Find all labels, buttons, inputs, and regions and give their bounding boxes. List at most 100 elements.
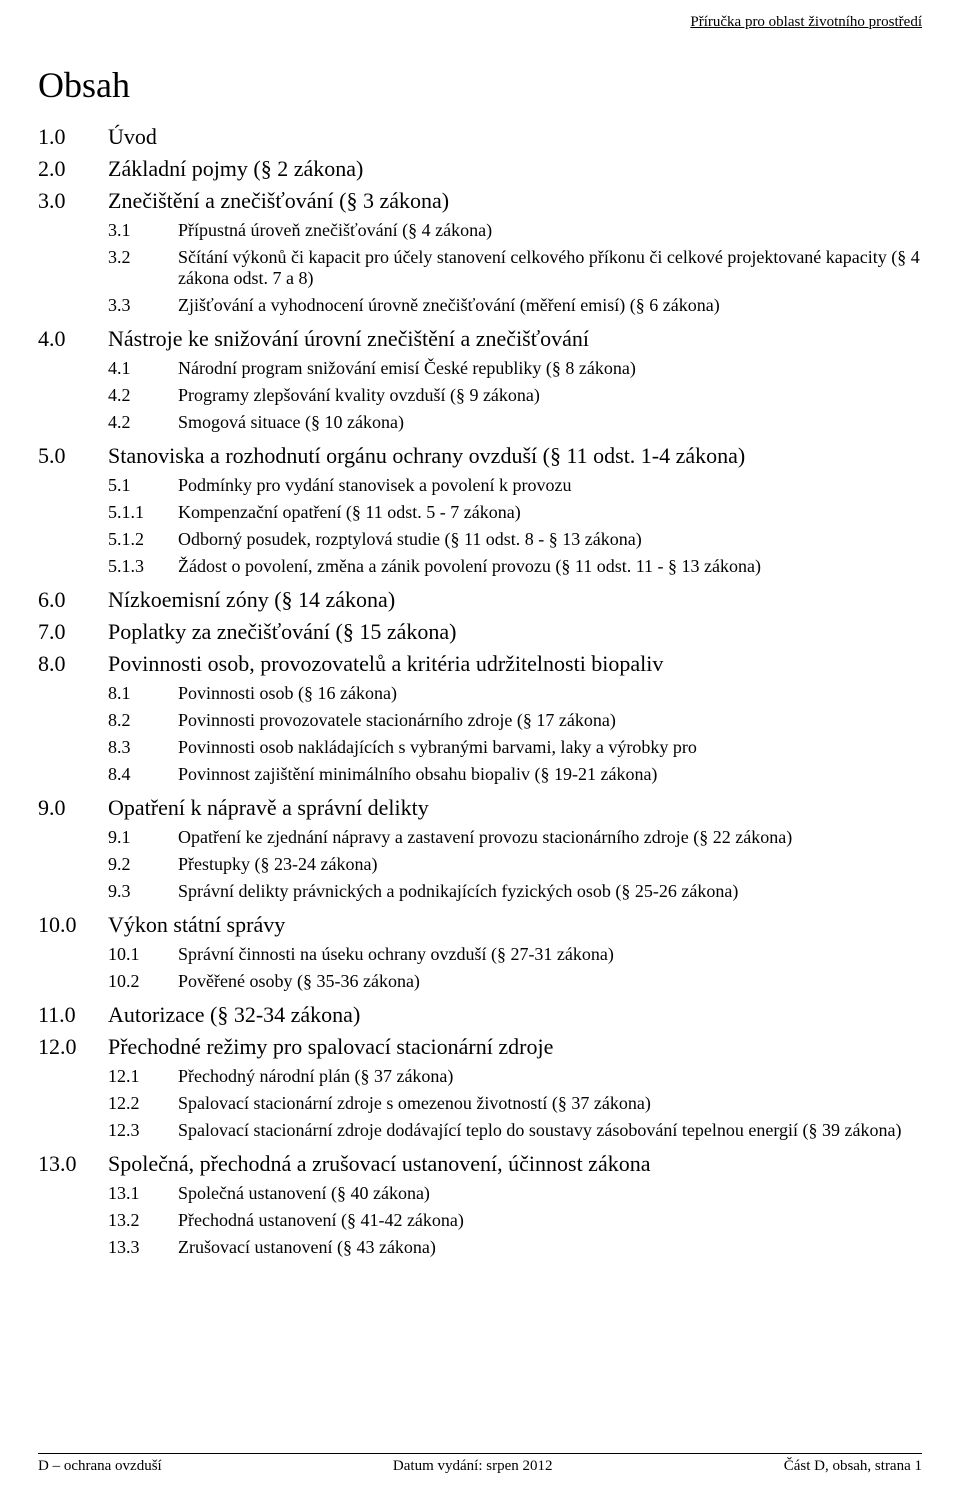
footer-center: Datum vydání: srpen 2012	[393, 1458, 553, 1475]
toc-number: 13.3	[108, 1237, 178, 1258]
toc-number: 5.1	[108, 475, 178, 496]
toc-label: Poplatky za znečišťování (§ 15 zákona)	[108, 619, 456, 645]
toc-number: 4.2	[108, 385, 178, 406]
toc-number: 3.3	[108, 295, 178, 316]
toc-label: Přípustná úroveň znečišťování (§ 4 zákon…	[178, 220, 492, 241]
toc-row: 10.1Správní činnosti na úseku ochrany ov…	[38, 944, 922, 965]
header-manual-title: Příručka pro oblast životního prostředí	[690, 14, 922, 31]
toc-label: Programy zlepšování kvality ovzduší (§ 9…	[178, 385, 540, 406]
toc-row: 9.2Přestupky (§ 23-24 zákona)	[38, 854, 922, 875]
toc-label: Opatření k nápravě a správní delikty	[108, 795, 429, 821]
toc-row: 3.3Zjišťování a vyhodnocení úrovně zneči…	[38, 295, 922, 316]
toc-number: 8.3	[108, 737, 178, 758]
toc-label: Společná ustanovení (§ 40 zákona)	[178, 1183, 430, 1204]
toc-label: Povinnosti provozovatele stacionárního z…	[178, 710, 616, 731]
toc-number: 8.2	[108, 710, 178, 731]
toc-label: Úvod	[108, 124, 157, 150]
footer-left: D – ochrana ovzduší	[38, 1458, 162, 1475]
toc-number: 2.0	[38, 156, 108, 182]
toc-label: Přechodný národní plán (§ 37 zákona)	[178, 1066, 453, 1087]
toc-label: Kompenzační opatření (§ 11 odst. 5 - 7 z…	[178, 502, 521, 523]
toc-row: 5.1.3Žádost o povolení, změna a zánik po…	[38, 556, 922, 577]
toc-number: 12.1	[108, 1066, 178, 1087]
toc-label: Žádost o povolení, změna a zánik povolen…	[178, 556, 761, 577]
toc-row: 10.2Pověřené osoby (§ 35-36 zákona)	[38, 971, 922, 992]
page-title: Obsah	[38, 64, 922, 106]
toc-label: Nástroje ke snižování úrovní znečištění …	[108, 326, 589, 352]
toc-row: 1.0Úvod	[38, 124, 922, 150]
toc-number: 9.2	[108, 854, 178, 875]
footer-divider	[38, 1453, 922, 1454]
toc-label: Společná, přechodná a zrušovací ustanove…	[108, 1151, 650, 1177]
toc-number: 12.2	[108, 1093, 178, 1114]
toc-label: Základní pojmy (§ 2 zákona)	[108, 156, 363, 182]
toc-row: 10.0Výkon státní správy	[38, 912, 922, 938]
toc-row: 3.2Sčítání výkonů či kapacit pro účely s…	[38, 247, 922, 289]
toc-row: 4.2Smogová situace (§ 10 zákona)	[38, 412, 922, 433]
toc-label: Autorizace (§ 32-34 zákona)	[108, 1002, 360, 1028]
toc-row: 5.1.1Kompenzační opatření (§ 11 odst. 5 …	[38, 502, 922, 523]
toc-row: 4.1Národní program snižování emisí České…	[38, 358, 922, 379]
toc-number: 5.1.2	[108, 529, 178, 550]
toc-label: Znečištění a znečišťování (§ 3 zákona)	[108, 188, 449, 214]
toc-number: 12.3	[108, 1120, 178, 1141]
document-page: Příručka pro oblast životního prostředí …	[0, 0, 960, 1493]
toc-number: 12.0	[38, 1034, 108, 1060]
toc-row: 4.0Nástroje ke snižování úrovní znečiště…	[38, 326, 922, 352]
toc-row: 5.0Stanoviska a rozhodnutí orgánu ochran…	[38, 443, 922, 469]
toc-label: Povinnosti osob, provozovatelů a kritéri…	[108, 651, 663, 677]
toc-number: 8.1	[108, 683, 178, 704]
toc-label: Odborný posudek, rozptylová studie (§ 11…	[178, 529, 642, 550]
toc-number: 4.1	[108, 358, 178, 379]
toc-number: 5.0	[38, 443, 108, 469]
toc-label: Zjišťování a vyhodnocení úrovně znečišťo…	[178, 295, 720, 316]
toc-container: 1.0Úvod2.0Základní pojmy (§ 2 zákona)3.0…	[38, 124, 922, 1258]
toc-row: 12.2Spalovací stacionární zdroje s omeze…	[38, 1093, 922, 1114]
toc-number: 6.0	[38, 587, 108, 613]
toc-number: 8.0	[38, 651, 108, 677]
toc-label: Nízkoemisní zóny (§ 14 zákona)	[108, 587, 395, 613]
toc-number: 10.2	[108, 971, 178, 992]
toc-row: 6.0Nízkoemisní zóny (§ 14 zákona)	[38, 587, 922, 613]
toc-label: Zrušovací ustanovení (§ 43 zákona)	[178, 1237, 436, 1258]
toc-row: 3.0Znečištění a znečišťování (§ 3 zákona…	[38, 188, 922, 214]
toc-number: 3.0	[38, 188, 108, 214]
toc-label: Přechodné režimy pro spalovací stacionár…	[108, 1034, 553, 1060]
toc-row: 13.0Společná, přechodná a zrušovací usta…	[38, 1151, 922, 1177]
toc-row: 3.1Přípustná úroveň znečišťování (§ 4 zá…	[38, 220, 922, 241]
toc-row: 7.0Poplatky za znečišťování (§ 15 zákona…	[38, 619, 922, 645]
toc-number: 9.0	[38, 795, 108, 821]
toc-label: Výkon státní správy	[108, 912, 285, 938]
toc-row: 13.1Společná ustanovení (§ 40 zákona)	[38, 1183, 922, 1204]
toc-number: 3.1	[108, 220, 178, 241]
toc-label: Sčítání výkonů či kapacit pro účely stan…	[178, 247, 922, 289]
toc-number: 13.2	[108, 1210, 178, 1231]
toc-number: 5.1.1	[108, 502, 178, 523]
toc-number: 7.0	[38, 619, 108, 645]
toc-number: 5.1.3	[108, 556, 178, 577]
toc-number: 8.4	[108, 764, 178, 785]
toc-row: 9.3Správní delikty právnických a podnika…	[38, 881, 922, 902]
toc-number: 1.0	[38, 124, 108, 150]
toc-row: 2.0Základní pojmy (§ 2 zákona)	[38, 156, 922, 182]
toc-row: 9.1Opatření ke zjednání nápravy a zastav…	[38, 827, 922, 848]
toc-label: Opatření ke zjednání nápravy a zastavení…	[178, 827, 792, 848]
toc-label: Povinnosti osob nakládajících s vybraným…	[178, 737, 697, 758]
toc-label: Pověřené osoby (§ 35-36 zákona)	[178, 971, 420, 992]
toc-label: Správní delikty právnických a podnikajíc…	[178, 881, 738, 902]
toc-number: 13.0	[38, 1151, 108, 1177]
toc-row: 12.1Přechodný národní plán (§ 37 zákona)	[38, 1066, 922, 1087]
toc-number: 4.2	[108, 412, 178, 433]
toc-row: 9.0Opatření k nápravě a správní delikty	[38, 795, 922, 821]
toc-row: 13.2Přechodná ustanovení (§ 41-42 zákona…	[38, 1210, 922, 1231]
toc-row: 8.4Povinnost zajištění minimálního obsah…	[38, 764, 922, 785]
toc-row: 8.0Povinnosti osob, provozovatelů a krit…	[38, 651, 922, 677]
toc-row: 5.1.2Odborný posudek, rozptylová studie …	[38, 529, 922, 550]
toc-row: 13.3Zrušovací ustanovení (§ 43 zákona)	[38, 1237, 922, 1258]
toc-label: Národní program snižování emisí České re…	[178, 358, 636, 379]
toc-row: 8.3Povinnosti osob nakládajících s vybra…	[38, 737, 922, 758]
toc-row: 4.2Programy zlepšování kvality ovzduší (…	[38, 385, 922, 406]
toc-number: 3.2	[108, 247, 178, 268]
toc-label: Smogová situace (§ 10 zákona)	[178, 412, 404, 433]
toc-label: Stanoviska a rozhodnutí orgánu ochrany o…	[108, 443, 745, 469]
